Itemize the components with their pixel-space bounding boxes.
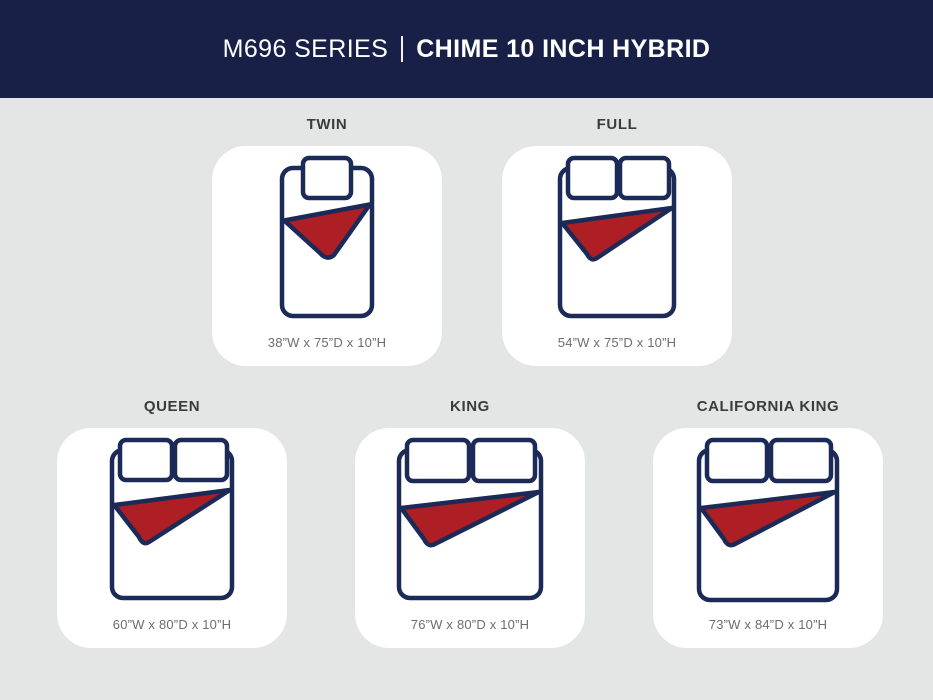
dimensions-queen: 60”W x 80”D x 10”H	[112, 617, 232, 632]
header-bar: M696 SERIES CHIME 10 INCH HYBRID	[0, 0, 933, 98]
bed-icon-california-king	[696, 437, 840, 603]
bed-icon-king	[396, 437, 544, 601]
size-cell-full: FULL 54”W x 75”D x 10”H	[502, 116, 732, 366]
size-card-queen[interactable]: 60”W x 80”D x 10”H	[57, 428, 287, 648]
dimensions-king: 76”W x 80”D x 10”H	[410, 617, 530, 632]
size-label-full: FULL	[596, 116, 638, 133]
size-card-full[interactable]: 54”W x 75”D x 10”H	[502, 146, 732, 366]
size-chart-grid: TWIN 38”W x 75”D x 10”H FULL 54”W x 75”D	[0, 98, 933, 700]
size-cell-california-king: CALIFORNIA KING 73”W x 84”D x 10”H	[653, 398, 883, 648]
size-label-twin: TWIN	[306, 116, 348, 133]
size-card-king[interactable]: 76”W x 80”D x 10”H	[355, 428, 585, 648]
size-cell-queen: QUEEN 60”W x 80”D x 10”H	[57, 398, 287, 648]
size-card-twin[interactable]: 38”W x 75”D x 10”H	[212, 146, 442, 366]
series-name: M696 SERIES	[222, 34, 389, 63]
bed-icon-full	[557, 155, 677, 319]
dimensions-full: 54”W x 75”D x 10”H	[557, 335, 677, 350]
title-separator	[401, 36, 404, 62]
dimensions-twin: 38”W x 75”D x 10”H	[267, 335, 387, 350]
size-card-california-king[interactable]: 73”W x 84”D x 10”H	[653, 428, 883, 648]
size-cell-twin: TWIN 38”W x 75”D x 10”H	[212, 116, 442, 366]
size-cell-king: KING 76”W x 80”D x 10”H	[355, 398, 585, 648]
model-name: CHIME 10 INCH HYBRID	[416, 34, 711, 63]
bed-icon-queen	[109, 437, 235, 601]
dimensions-california-king: 73”W x 84”D x 10”H	[708, 617, 828, 632]
bed-icon-twin	[279, 155, 375, 319]
size-label-king: KING	[450, 398, 490, 415]
size-label-queen: QUEEN	[143, 398, 201, 415]
size-label-california-king: CALIFORNIA KING	[696, 398, 840, 415]
page-title: M696 SERIES CHIME 10 INCH HYBRID	[223, 35, 711, 64]
